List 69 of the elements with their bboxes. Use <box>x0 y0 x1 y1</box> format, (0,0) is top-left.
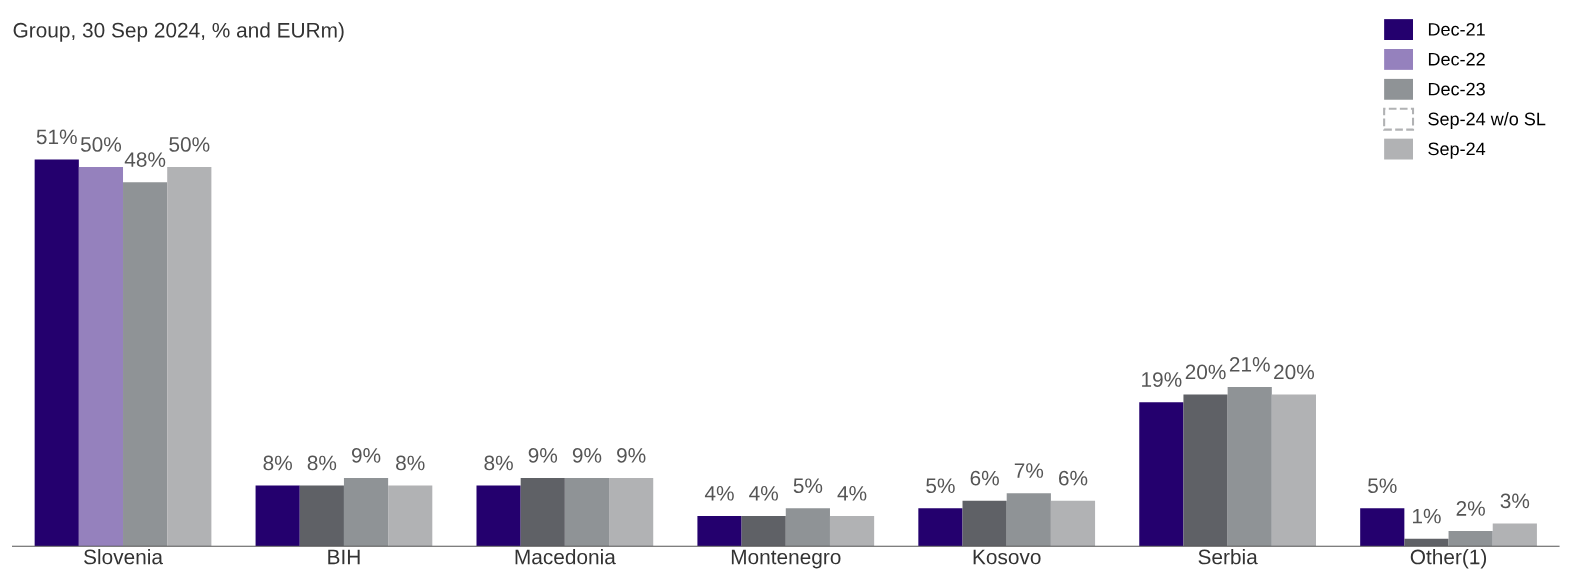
data-label: 7% <box>1014 463 1044 478</box>
data-label: 9% <box>351 448 381 463</box>
bar <box>1492 523 1537 547</box>
x-tick-label: Montenegro <box>731 549 841 569</box>
bar <box>1448 531 1493 547</box>
legend-label: Sep-24 w/o SL <box>1428 112 1546 129</box>
bar <box>1271 394 1316 547</box>
bar <box>785 508 830 547</box>
legend-label: Dec-22 <box>1428 52 1485 66</box>
bar <box>564 477 610 547</box>
data-label: 20% <box>1274 364 1315 380</box>
x-tick-label: Slovenia <box>84 549 163 565</box>
data-label: 9% <box>528 448 558 463</box>
bar <box>78 167 124 547</box>
bar <box>123 182 168 547</box>
bar <box>476 485 521 547</box>
bar <box>34 159 79 547</box>
data-label: 3% <box>1500 493 1530 509</box>
bar <box>829 515 875 547</box>
bar <box>388 485 433 547</box>
data-label: 1% <box>1412 508 1441 524</box>
data-label: 5% <box>926 478 955 494</box>
bar <box>918 508 963 547</box>
bar <box>609 477 654 547</box>
x-tick-label: Kosovo <box>973 549 1041 565</box>
bar <box>1183 394 1228 547</box>
data-label: 8% <box>484 455 513 471</box>
data-label: 5% <box>1368 478 1397 494</box>
data-label: 6% <box>970 470 999 486</box>
data-label: 21% <box>1229 356 1270 372</box>
bar <box>697 515 742 547</box>
data-label: 19% <box>1142 372 1182 387</box>
legend-label: Dec-21 <box>1428 22 1485 36</box>
bar <box>1360 508 1405 547</box>
chart-title: Group, 30 Sep 2024, % and EURm) <box>13 22 344 42</box>
data-label: 20% <box>1185 364 1226 380</box>
bar <box>1006 493 1051 547</box>
data-label: 4% <box>749 486 779 501</box>
x-tick-label: Macedonia <box>515 549 616 565</box>
data-label: 9% <box>617 448 646 463</box>
data-label: 4% <box>837 486 867 501</box>
legend-label: Dec-23 <box>1428 82 1485 96</box>
x-tick-label: Other(1) <box>1410 549 1487 569</box>
bar <box>343 477 389 547</box>
data-label: 8% <box>396 455 425 471</box>
data-label: 9% <box>572 448 602 463</box>
data-label: 51% <box>36 129 77 145</box>
bar <box>1404 538 1449 547</box>
data-label: 8% <box>307 455 337 471</box>
data-label: 5% <box>793 478 823 494</box>
bar <box>962 500 1007 547</box>
bar <box>299 485 344 547</box>
data-label: 48% <box>124 152 166 167</box>
bar <box>520 477 565 547</box>
x-tick-label: Serbia <box>1198 549 1258 565</box>
bar <box>1050 500 1096 547</box>
x-tick-label: BIH <box>328 549 360 565</box>
bar <box>1227 386 1272 547</box>
bar <box>167 167 212 547</box>
data-label: 2% <box>1456 501 1485 516</box>
bar <box>741 515 786 547</box>
data-label: 4% <box>704 486 734 501</box>
bar <box>255 485 300 547</box>
data-label: 50% <box>80 137 122 152</box>
data-label: 8% <box>263 455 292 471</box>
data-label: 6% <box>1058 470 1088 486</box>
legend-label: Sep-24 <box>1428 142 1486 159</box>
bar <box>1139 402 1184 547</box>
data-label: 50% <box>169 137 210 152</box>
